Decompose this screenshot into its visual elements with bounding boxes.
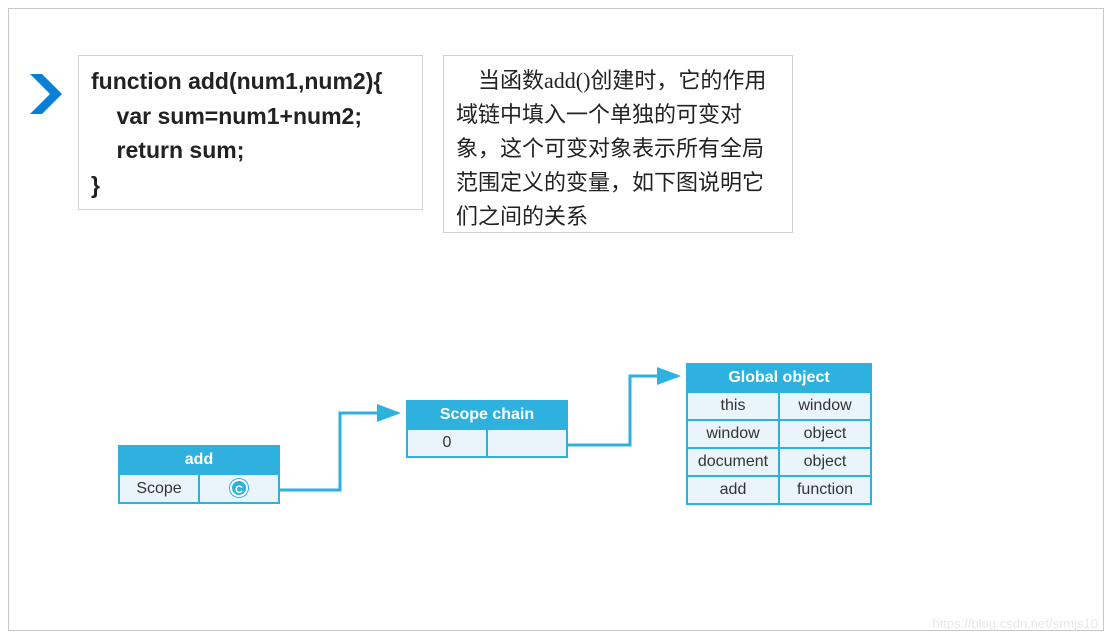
watermark-text: https://blog.csdn.net/srmjs10: [933, 616, 1098, 631]
arrow-scope-to-global: [0, 0, 1112, 639]
